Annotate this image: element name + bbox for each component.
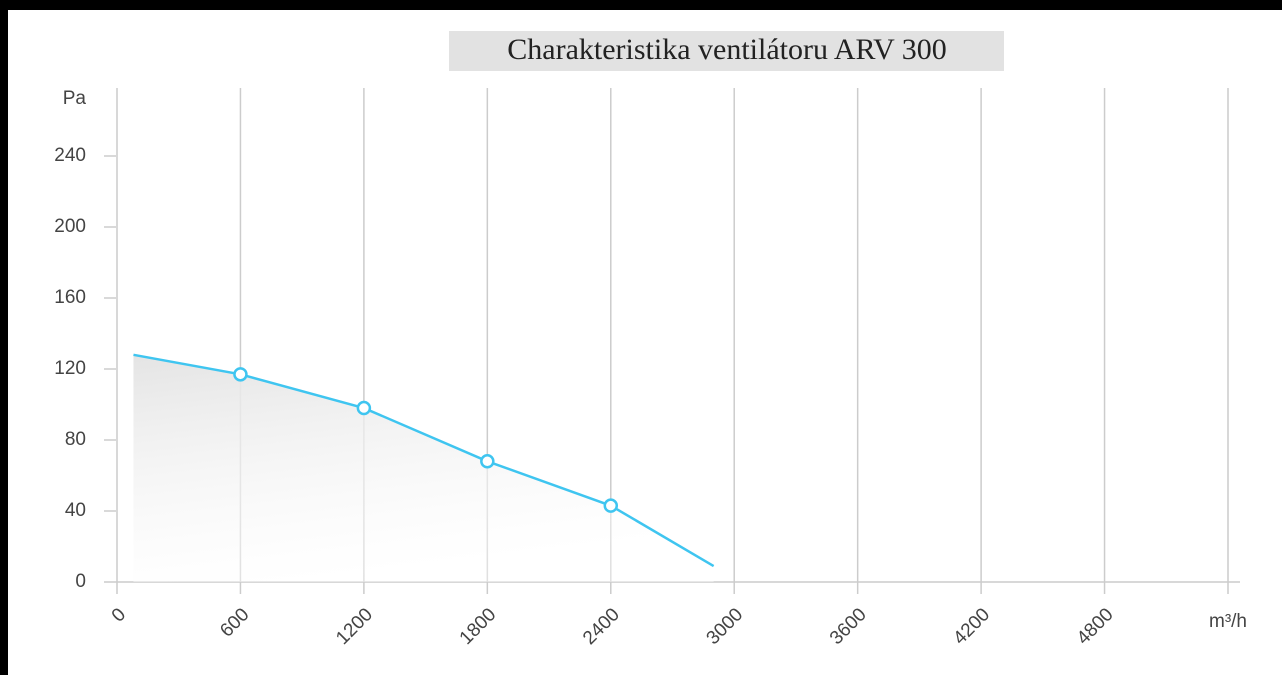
x-axis-unit: m³/h — [1209, 611, 1247, 632]
frame-left — [0, 0, 8, 675]
y-axis-label: Pa — [63, 88, 87, 109]
x-tick-label: 3000 — [703, 604, 748, 649]
point — [603, 498, 619, 513]
x-tick-label: 0 — [108, 604, 130, 626]
title-bg — [449, 31, 1004, 71]
y-tick-label: 240 — [54, 145, 86, 166]
x-tick-label: 1800 — [456, 604, 501, 649]
x-tick-label: 4200 — [949, 604, 994, 649]
x-tick-label: 1200 — [332, 604, 377, 649]
x-tick-label: 600 — [216, 604, 253, 641]
x-tick-label: 2400 — [579, 604, 624, 649]
area — [133, 354, 714, 582]
x-tick-label: 4800 — [1073, 604, 1118, 649]
y-tick-label: 200 — [54, 216, 86, 237]
y-tick-label: 40 — [65, 500, 86, 521]
line — [133, 353, 715, 568]
frame-top — [0, 0, 1282, 10]
y-tick-label: 0 — [75, 571, 86, 592]
y-tick-label: 120 — [54, 358, 86, 379]
point — [356, 400, 372, 416]
y-tick-label: 80 — [65, 429, 86, 450]
point — [480, 454, 495, 469]
y-tick-label: 160 — [54, 287, 86, 308]
x-tick-label: 3600 — [826, 604, 871, 649]
point — [233, 367, 248, 382]
chart-title: Charakteristika ventilátoru ARV 300 — [507, 33, 946, 66]
